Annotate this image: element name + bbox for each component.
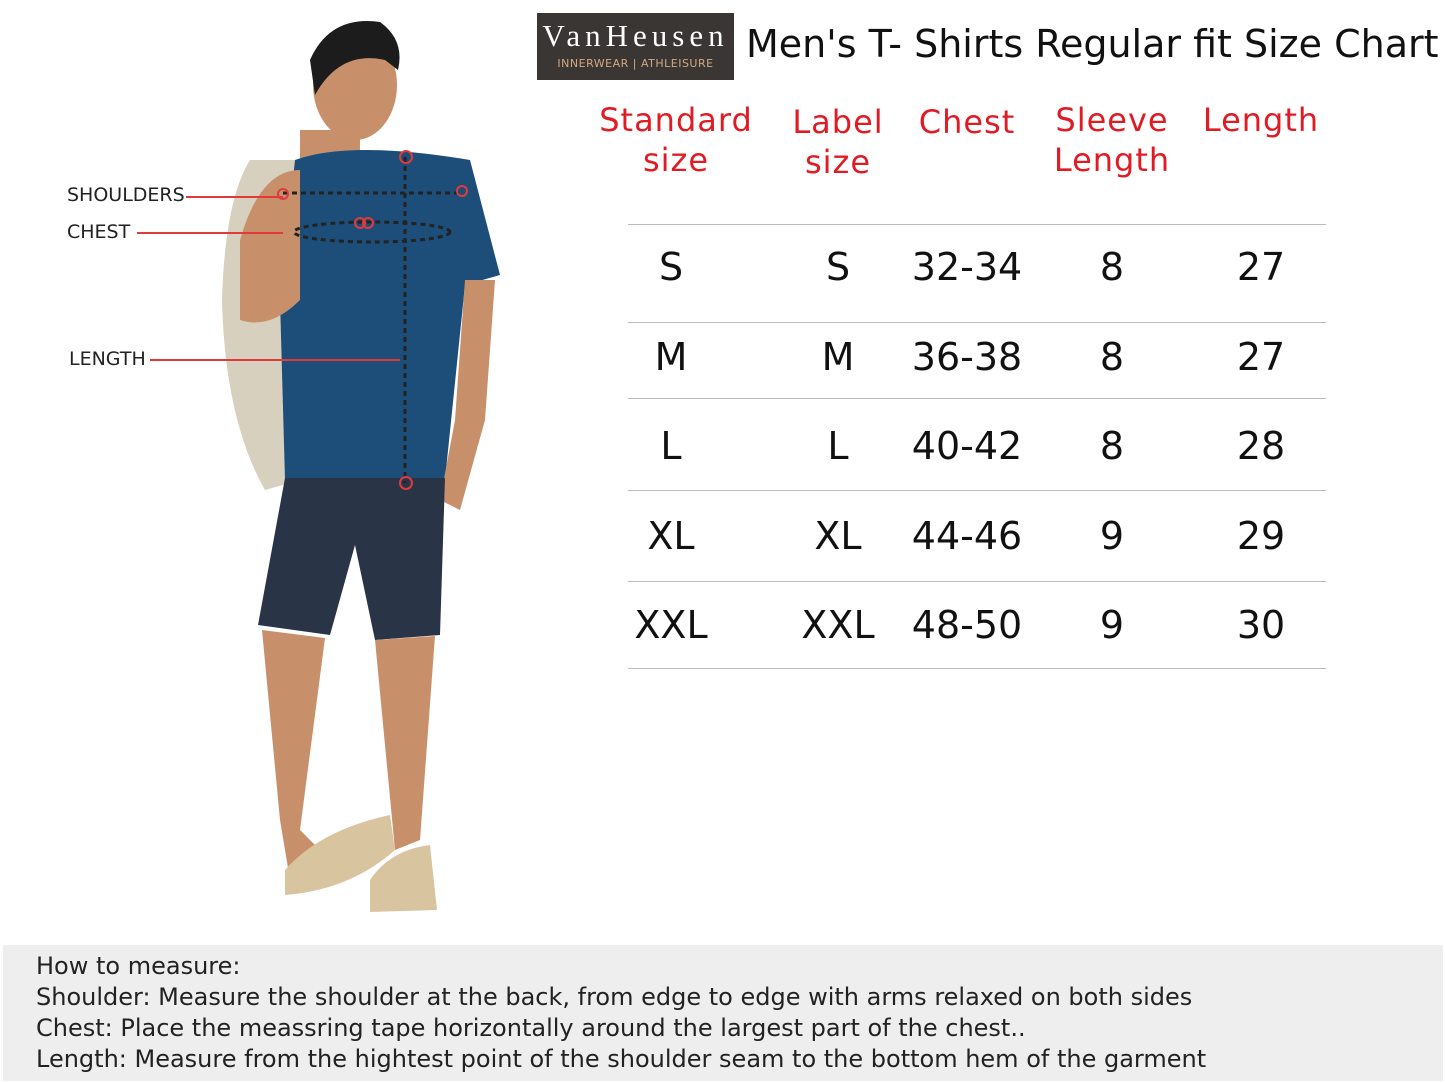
cell-length: 29	[1236, 514, 1286, 558]
model-figure	[222, 21, 500, 912]
page-title: Men's T- Shirts Regular fit Size Chart	[746, 22, 1439, 66]
cell-length: 30	[1236, 603, 1286, 647]
header-standard-size: Standard size	[599, 101, 753, 179]
row-divider	[628, 224, 1326, 225]
header-label-size: Label size	[792, 103, 884, 181]
how-to-measure: How to measure: Shoulder: Measure the sh…	[3, 945, 1443, 1081]
cell-chest: 40-42	[911, 424, 1023, 468]
howto-chest: Chest: Place the meassring tape horizont…	[36, 1014, 1026, 1042]
header-sleeve-length: Sleeve Length	[1053, 101, 1171, 179]
header-chest: Chest	[918, 103, 1016, 141]
cell-label-size: S	[825, 245, 851, 289]
cell-standard-size: XXL	[634, 603, 708, 647]
howto-shoulder: Shoulder: Measure the shoulder at the ba…	[36, 983, 1193, 1011]
logo-brand: VanHeusen	[542, 18, 729, 53]
vanheusen-logo: VanHeusen INNERWEAR | ATHLEISURE	[537, 13, 734, 80]
cell-standard-size: M	[654, 335, 688, 379]
cell-label-size: XL	[814, 514, 862, 558]
cell-standard-size: L	[660, 424, 682, 468]
cell-standard-size: XL	[647, 514, 695, 558]
measurement-markers	[283, 157, 462, 483]
cell-length: 27	[1236, 335, 1286, 379]
cell-sleeve-length: 9	[1099, 514, 1125, 558]
shoulders-pointer	[186, 196, 283, 198]
label-chest: CHEST	[67, 221, 131, 243]
chest-pointer	[137, 232, 283, 234]
length-pointer	[150, 359, 400, 361]
howto-heading: How to measure:	[36, 952, 241, 980]
cell-sleeve-length: 8	[1099, 335, 1125, 379]
label-shoulders: SHOULDERS	[67, 184, 185, 206]
cell-length: 28	[1236, 424, 1286, 468]
cell-chest: 36-38	[911, 335, 1023, 379]
header-length: Length	[1202, 101, 1320, 139]
cell-label-size: M	[821, 335, 855, 379]
label-length: LENGTH	[69, 348, 146, 370]
cell-standard-size: S	[658, 245, 684, 289]
row-divider	[628, 490, 1326, 491]
row-divider	[628, 398, 1326, 399]
cell-sleeve-length: 9	[1099, 603, 1125, 647]
chest-measure-line	[292, 220, 452, 244]
row-divider	[628, 322, 1326, 323]
row-divider	[628, 581, 1326, 582]
cell-length: 27	[1236, 245, 1286, 289]
cell-sleeve-length: 8	[1099, 245, 1125, 289]
cell-label-size: XXL	[801, 603, 875, 647]
cell-chest: 32-34	[911, 245, 1023, 289]
howto-length: Length: Measure from the hightest point …	[36, 1045, 1207, 1073]
row-divider	[628, 668, 1326, 669]
cell-chest: 48-50	[911, 603, 1023, 647]
cell-chest: 44-46	[911, 514, 1023, 558]
cell-label-size: L	[827, 424, 849, 468]
cell-sleeve-length: 8	[1099, 424, 1125, 468]
model-illustration	[222, 21, 500, 912]
logo-tagline: INNERWEAR | ATHLEISURE	[557, 57, 714, 70]
